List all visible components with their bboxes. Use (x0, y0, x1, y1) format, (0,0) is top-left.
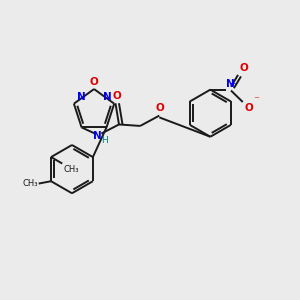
Text: H: H (101, 136, 108, 146)
Text: ⁻: ⁻ (253, 95, 259, 106)
Text: O: O (155, 103, 164, 113)
Text: O: O (90, 77, 98, 87)
Text: N: N (103, 92, 111, 102)
Text: N: N (77, 92, 85, 102)
Text: O: O (240, 63, 249, 73)
Text: +: + (229, 79, 235, 88)
Text: CH₃: CH₃ (22, 179, 38, 188)
Text: CH₃: CH₃ (63, 165, 79, 174)
Text: N: N (93, 130, 102, 141)
Text: O: O (112, 91, 121, 101)
Text: O: O (244, 103, 253, 113)
Text: N: N (226, 79, 235, 89)
